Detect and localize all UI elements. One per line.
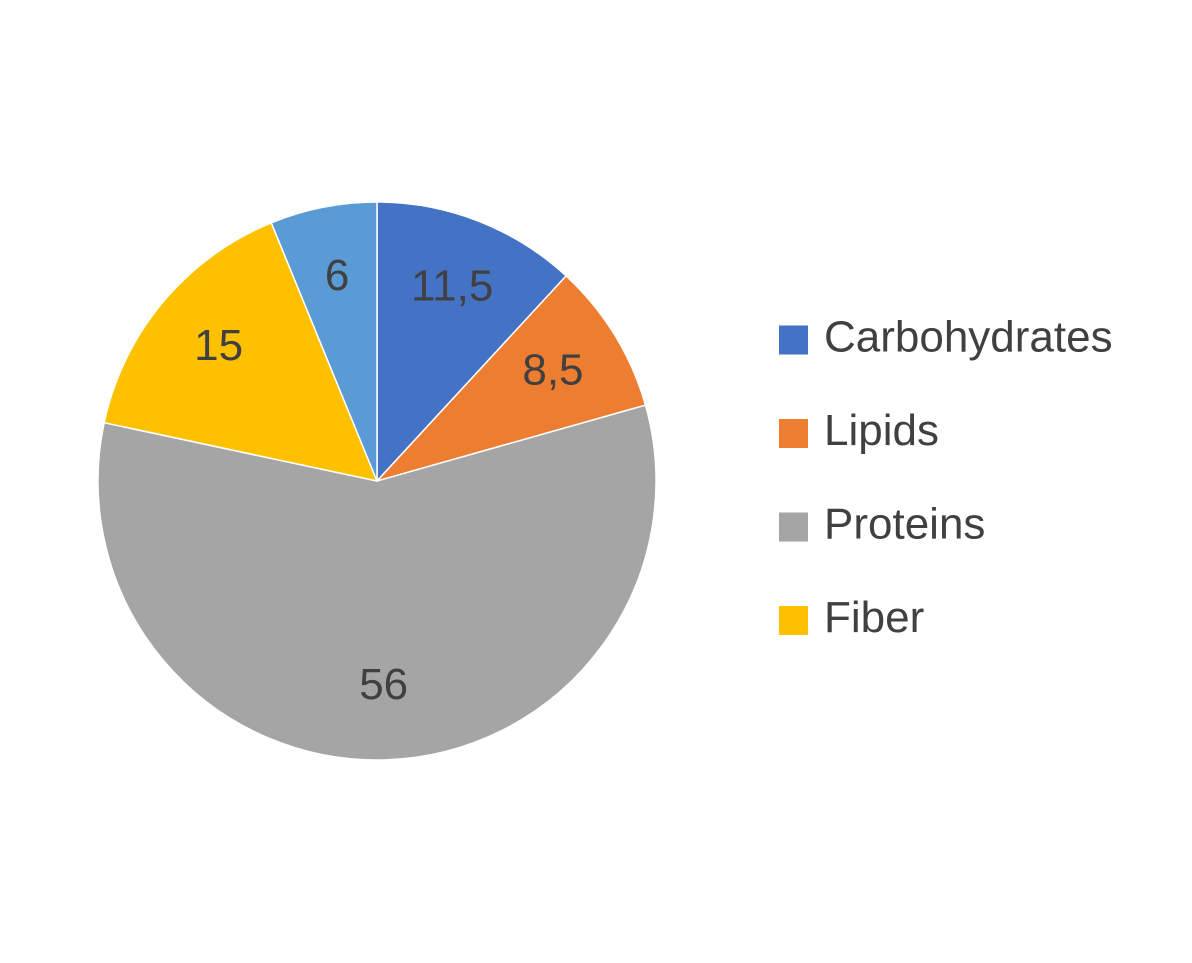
data-label: 6 [325, 251, 349, 300]
legend-swatch [779, 606, 808, 635]
pie-slice [270, 201, 378, 482]
legend-label: Fiber [824, 593, 924, 642]
legend-swatch [779, 512, 808, 542]
legend-label: Proteins [824, 500, 985, 549]
legend-swatch [779, 325, 808, 355]
data-label: 11,5 [411, 261, 493, 310]
legend-label: Carbohydrates [824, 313, 1113, 362]
data-label: 56 [359, 660, 408, 709]
pie-slice [97, 404, 657, 761]
data-label: 8,5 [522, 346, 583, 395]
pie-slice [376, 201, 568, 483]
legend-swatch [779, 419, 808, 448]
legend-label: Lipids [824, 406, 939, 455]
pie-slice [374, 274, 647, 483]
pie-slice [103, 221, 379, 483]
data-label: 15 [194, 321, 243, 370]
